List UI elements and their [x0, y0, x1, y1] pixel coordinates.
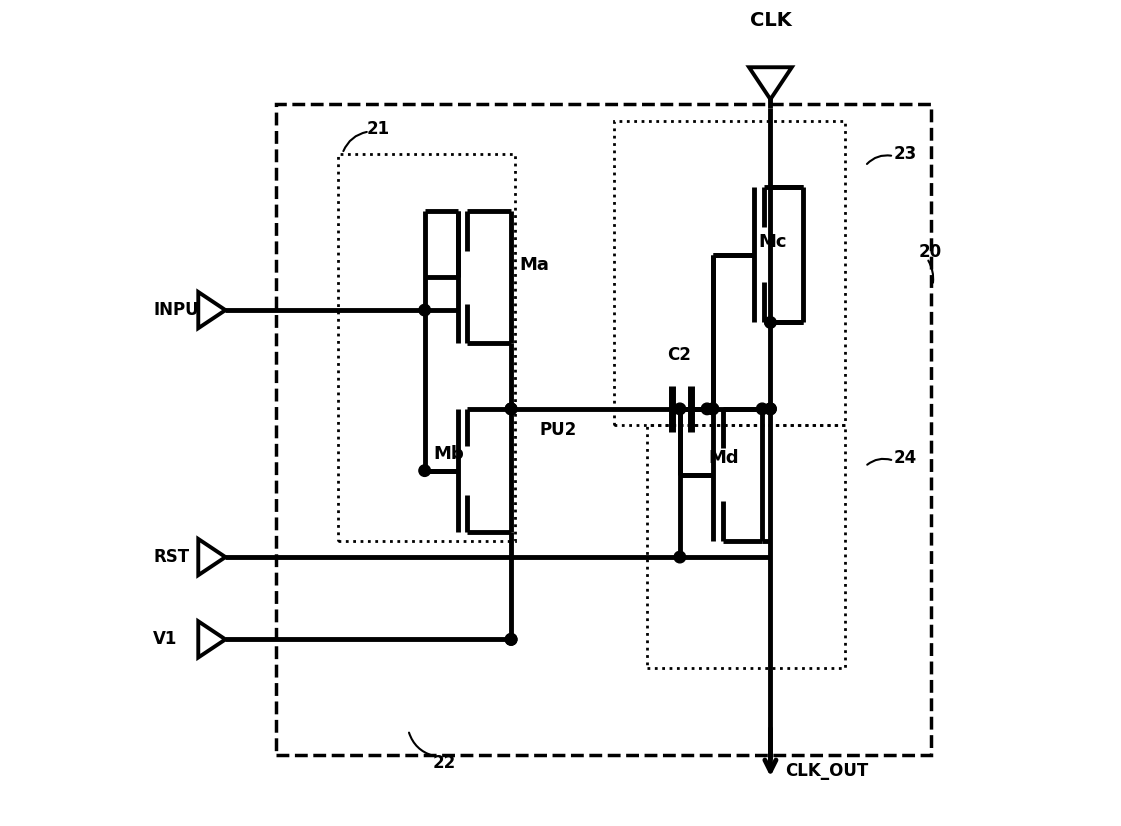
- Circle shape: [765, 316, 776, 328]
- Text: 23: 23: [893, 145, 917, 163]
- Circle shape: [506, 634, 517, 645]
- Circle shape: [765, 403, 776, 415]
- Circle shape: [674, 403, 686, 415]
- Circle shape: [506, 634, 517, 645]
- Text: Mb: Mb: [433, 445, 464, 463]
- Bar: [614, 121, 844, 425]
- Circle shape: [702, 403, 713, 415]
- Text: INPUT: INPUT: [152, 301, 210, 319]
- Circle shape: [506, 403, 517, 415]
- Bar: [277, 104, 930, 755]
- Text: PU2: PU2: [540, 421, 577, 439]
- Bar: [647, 425, 844, 668]
- Text: CLK: CLK: [750, 12, 791, 31]
- Text: CLK_OUT: CLK_OUT: [785, 762, 869, 780]
- Text: 20: 20: [918, 244, 942, 262]
- Text: 22: 22: [433, 754, 456, 771]
- Text: RST: RST: [152, 548, 189, 566]
- Circle shape: [419, 465, 430, 477]
- Text: Md: Md: [708, 449, 740, 468]
- Text: Mc: Mc: [758, 233, 787, 251]
- Circle shape: [707, 403, 719, 415]
- Polygon shape: [198, 621, 225, 657]
- Circle shape: [674, 551, 686, 563]
- Circle shape: [707, 403, 719, 415]
- Text: V1: V1: [152, 630, 177, 648]
- Circle shape: [757, 403, 768, 415]
- Text: C2: C2: [667, 345, 692, 363]
- Circle shape: [506, 403, 517, 415]
- Polygon shape: [749, 67, 791, 99]
- Bar: [339, 154, 516, 540]
- Text: 24: 24: [893, 449, 917, 468]
- Polygon shape: [198, 539, 225, 575]
- Polygon shape: [198, 292, 225, 328]
- Text: 21: 21: [367, 120, 390, 138]
- Circle shape: [765, 403, 776, 415]
- Circle shape: [419, 304, 430, 316]
- Text: Ma: Ma: [519, 256, 549, 274]
